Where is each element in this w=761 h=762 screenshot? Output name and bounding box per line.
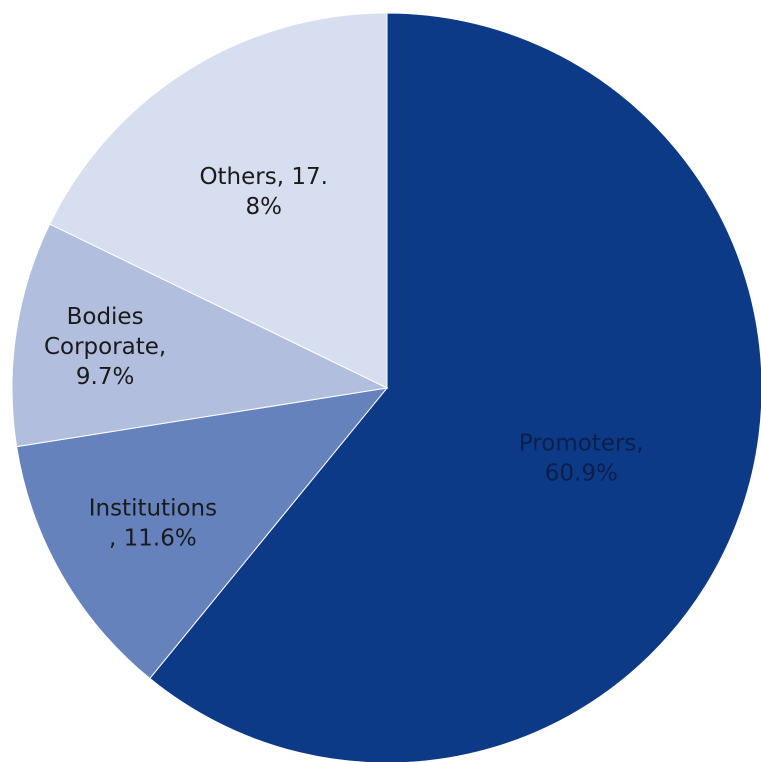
pie-label-line: Promoters, bbox=[519, 430, 644, 456]
pie-slice-bodies-corporate bbox=[11, 223, 389, 448]
pie-label-line: Others, 17. bbox=[199, 164, 328, 190]
pie-label-bodies-corporate: Bodies Corporate, 9.7% bbox=[44, 304, 166, 390]
pie-label-line: Corporate, bbox=[44, 334, 166, 360]
pie-label-line: , 11.6% bbox=[109, 526, 197, 552]
pie-label-line: 60.9% bbox=[545, 460, 618, 486]
pie-labels: Promoters, 60.9% Institutions , 11.6% Bodies… bbox=[44, 164, 644, 552]
pie-slices bbox=[11, 12, 761, 762]
pie-slice-institutions bbox=[16, 387, 389, 680]
pie-label-line: Institutions bbox=[89, 496, 217, 522]
pie-label-line: 8% bbox=[245, 194, 282, 220]
pie-slice-others bbox=[49, 12, 388, 389]
pie-slice-promoters bbox=[149, 12, 761, 762]
pie-label-others: Others, 17. 8% bbox=[199, 164, 328, 220]
pie-label-institutions: Institutions , 11.6% bbox=[89, 496, 217, 552]
pie-label-line: 9.7% bbox=[76, 364, 134, 390]
pie-label-promoters: Promoters, 60.9% bbox=[519, 430, 644, 486]
pie-label-line: Bodies bbox=[67, 304, 144, 330]
